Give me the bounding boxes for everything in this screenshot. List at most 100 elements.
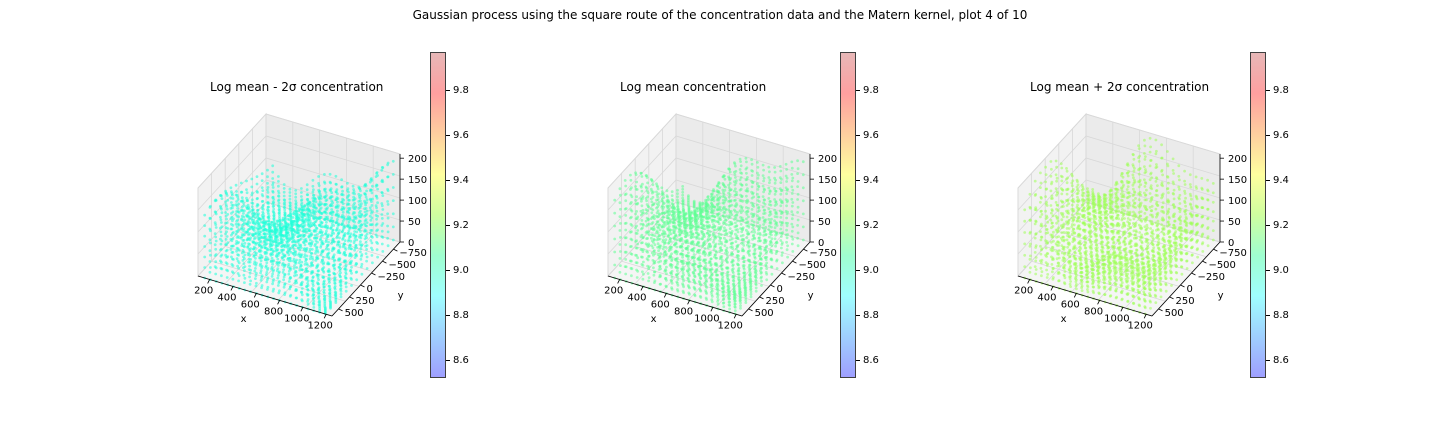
data-point [266, 191, 270, 194]
data-point [311, 258, 315, 261]
data-point [716, 295, 719, 299]
data-point [391, 186, 395, 189]
data-point [1172, 203, 1175, 206]
data-point [1121, 208, 1124, 211]
data-point [271, 190, 275, 194]
data-point [624, 250, 628, 254]
data-point [734, 164, 737, 168]
data-point [347, 220, 351, 224]
data-point [721, 275, 725, 279]
data-point [325, 198, 329, 202]
data-point [723, 216, 726, 219]
data-point [744, 293, 748, 297]
data-point [292, 248, 296, 252]
data-point [1120, 192, 1123, 196]
data-point [733, 299, 737, 303]
data-point [272, 259, 275, 262]
data-point [714, 253, 717, 257]
data-point [339, 275, 342, 279]
colorbar-ticks: 8.6 8.8 9.0 9.2 9.4 9.6 9.8 [446, 52, 496, 378]
data-point [277, 201, 281, 205]
y-tick-label: −750 [399, 248, 426, 259]
data-point [758, 227, 761, 231]
data-point [208, 270, 212, 274]
data-point [681, 242, 684, 246]
z-tick-label: 150 [408, 175, 427, 186]
data-point [327, 248, 330, 251]
data-point [347, 229, 351, 233]
data-point [312, 194, 316, 197]
data-point [1184, 204, 1187, 208]
data-point [1183, 189, 1186, 193]
data-point [619, 207, 622, 211]
data-point [365, 224, 368, 228]
data-point [294, 250, 297, 254]
data-point [736, 219, 739, 223]
data-point [237, 202, 240, 206]
chart-panel-1: Log mean - 2σ concentration 200 400 600 800 1… [110, 0, 530, 432]
data-point [723, 188, 727, 192]
data-point [317, 273, 320, 277]
data-point [699, 277, 703, 280]
data-point [768, 170, 771, 174]
data-point [756, 203, 759, 207]
data-point [655, 222, 658, 226]
data-point [676, 188, 679, 192]
x-tick [663, 293, 667, 298]
data-point [316, 263, 320, 267]
data-point [641, 226, 644, 230]
data-point [624, 221, 628, 225]
data-point [726, 261, 729, 264]
data-point [727, 281, 730, 285]
data-point [289, 259, 293, 263]
data-point [720, 258, 724, 262]
data-point [365, 189, 368, 193]
data-point [796, 167, 800, 171]
data-point [229, 248, 233, 251]
data-point [1075, 185, 1079, 189]
data-point [237, 241, 240, 244]
data-point [688, 286, 691, 290]
data-point [653, 249, 656, 253]
data-point [790, 210, 794, 214]
data-point [333, 258, 337, 262]
data-point [333, 263, 337, 267]
data-point [737, 259, 740, 262]
data-point [289, 201, 292, 205]
data-point [375, 206, 378, 210]
data-point [656, 187, 660, 191]
data-point [231, 224, 235, 227]
data-point [331, 219, 335, 223]
data-point [364, 252, 368, 256]
data-point [780, 254, 784, 257]
data-point [214, 272, 218, 276]
data-point [779, 181, 783, 184]
data-point [726, 251, 729, 254]
data-point [630, 245, 633, 248]
data-point [350, 253, 353, 257]
data-point [775, 267, 779, 270]
data-point [710, 298, 714, 302]
data-point [365, 259, 368, 263]
data-point [359, 204, 363, 208]
y-axis-line [331, 241, 401, 317]
data-point [289, 208, 292, 212]
data-point [773, 237, 777, 241]
data-point [716, 288, 720, 292]
data-point [260, 284, 264, 287]
data-point [761, 226, 765, 230]
data-point [750, 162, 754, 166]
data-point [332, 240, 336, 244]
data-point [786, 221, 789, 225]
data-point [676, 192, 679, 195]
data-point [715, 193, 719, 197]
data-point [214, 223, 218, 226]
data-point [391, 212, 395, 216]
data-point [1087, 191, 1090, 195]
data-point [1121, 226, 1124, 229]
data-point [262, 218, 266, 221]
data-point [760, 262, 763, 266]
data-point [742, 264, 746, 267]
x-axis-label: x [651, 314, 657, 325]
data-point [630, 195, 634, 199]
